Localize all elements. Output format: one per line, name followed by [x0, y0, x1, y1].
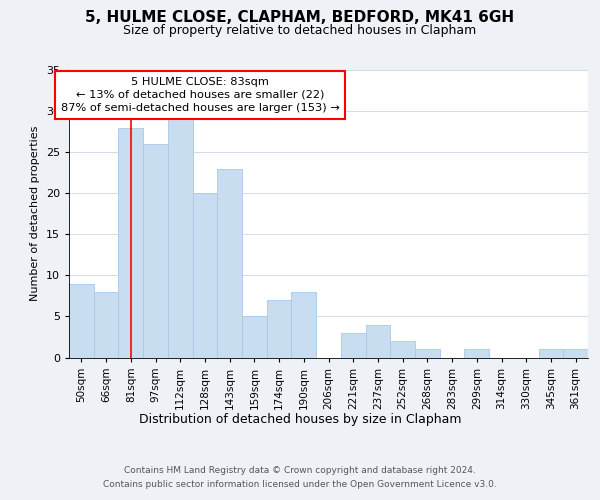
- Bar: [69, 284, 94, 358]
- Bar: [217, 168, 242, 358]
- Bar: [94, 292, 118, 358]
- Text: 5 HULME CLOSE: 83sqm
← 13% of detached houses are smaller (22)
87% of semi-detac: 5 HULME CLOSE: 83sqm ← 13% of detached h…: [61, 76, 340, 113]
- Bar: [341, 333, 365, 357]
- Text: Contains HM Land Registry data © Crown copyright and database right 2024.: Contains HM Land Registry data © Crown c…: [124, 466, 476, 475]
- Bar: [464, 350, 489, 358]
- Y-axis label: Number of detached properties: Number of detached properties: [30, 126, 40, 302]
- Bar: [143, 144, 168, 358]
- Bar: [168, 120, 193, 358]
- Text: 5, HULME CLOSE, CLAPHAM, BEDFORD, MK41 6GH: 5, HULME CLOSE, CLAPHAM, BEDFORD, MK41 6…: [85, 10, 515, 25]
- Bar: [242, 316, 267, 358]
- Text: Contains public sector information licensed under the Open Government Licence v3: Contains public sector information licen…: [103, 480, 497, 489]
- Bar: [365, 324, 390, 358]
- Bar: [415, 350, 440, 358]
- Bar: [267, 300, 292, 358]
- Bar: [390, 341, 415, 357]
- Bar: [118, 128, 143, 358]
- Bar: [539, 350, 563, 358]
- Text: Size of property relative to detached houses in Clapham: Size of property relative to detached ho…: [124, 24, 476, 37]
- Bar: [292, 292, 316, 358]
- Text: Distribution of detached houses by size in Clapham: Distribution of detached houses by size …: [139, 412, 461, 426]
- Bar: [193, 193, 217, 358]
- Bar: [563, 350, 588, 358]
